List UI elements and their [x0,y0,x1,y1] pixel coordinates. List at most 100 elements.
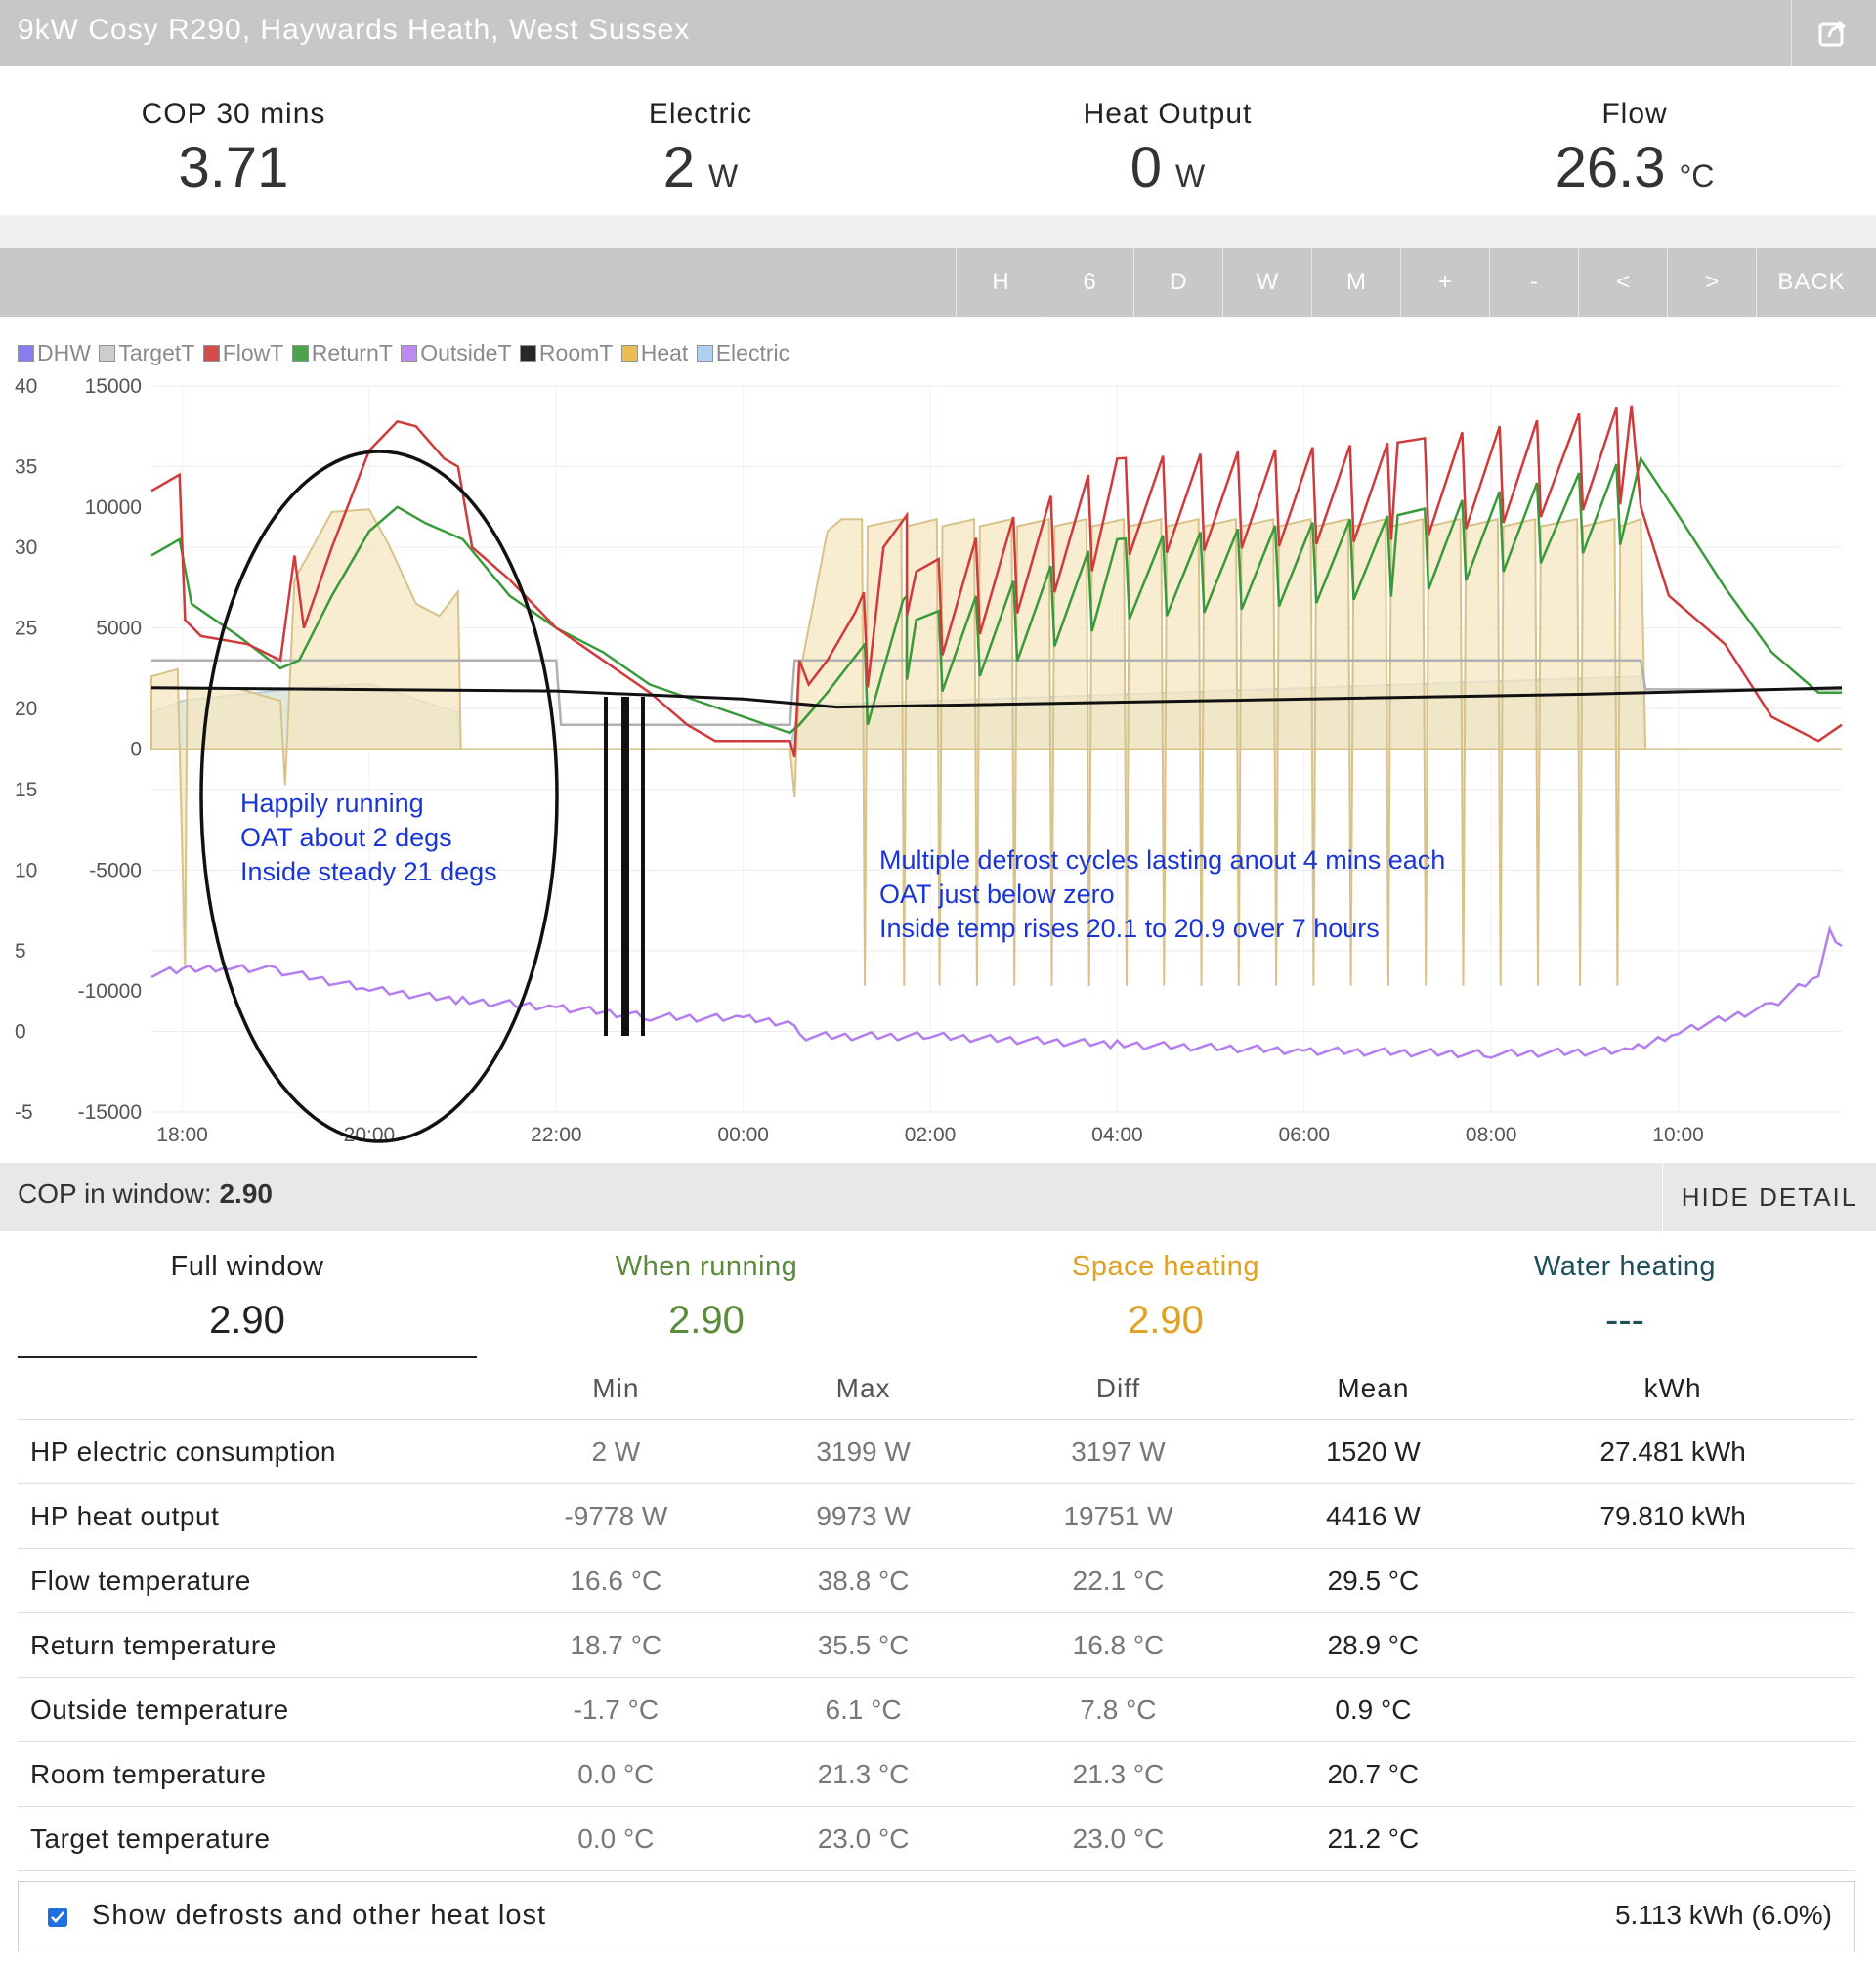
cop-window-text: COP in window: 2.90 [18,1179,273,1210]
x-tick-label: 00:00 [717,1124,769,1146]
stat-unit: W [708,158,739,193]
legend-swatch [519,345,536,362]
stat-label: COP 30 mins [141,98,326,130]
annotation-text: Inside steady 21 degs [240,857,497,886]
table-row: HP heat output -9778 W 9973 W 19751 W 44… [18,1483,1855,1549]
zoom-out-button[interactable]: - [1489,248,1578,317]
y-left-tick-label: 5 [15,940,26,963]
y-right-tick-label: 0 [130,739,142,761]
stat-unit: °C [1679,158,1715,193]
pan-right-button[interactable]: > [1667,248,1756,317]
legend-swatch [291,345,309,362]
cell-min: -1.7 °C [487,1677,746,1742]
cell-min: 2 W [487,1419,746,1484]
day-button[interactable]: D [1133,248,1222,317]
table-row: Outside temperature -1.7 °C 6.1 °C 7.8 °… [18,1677,1855,1742]
pan-left-button[interactable]: < [1578,248,1667,317]
cop-window-value: 2.90 [219,1179,273,1209]
row-label: Flow temperature [18,1548,487,1613]
month-button[interactable]: M [1311,248,1400,317]
legend-swatch [401,345,418,362]
legend-label: DHW [37,340,91,365]
legend-label: TargetT [118,340,195,365]
cell-diff: 22.1 °C [981,1548,1256,1613]
table-row: Room temperature 0.0 °C 21.3 °C 21.3 °C … [18,1741,1855,1807]
y-right-tick-label: 15000 [85,375,142,398]
share-button[interactable] [1791,0,1876,66]
legend-swatch [99,345,116,362]
room-temp-line [150,686,1843,709]
stat-unit: W [1175,158,1206,193]
page-title: 9kW Cosy R290, Haywards Heath, West Suss… [18,14,691,46]
chart-legend: DHW TargetT FlowT ReturnT OutsideT RoomT… [18,340,791,367]
y-left-tick-label: 10 [15,859,37,881]
legend-label: RoomT [538,340,614,365]
hour-button[interactable]: H [956,248,1045,317]
target-temp-line [151,659,1842,726]
legend-label: OutsideT [420,340,512,365]
stat-label: Flow [1601,98,1668,130]
row-label: Target temperature [18,1806,487,1871]
cell-max: 9973 W [745,1483,982,1549]
legend-swatch [620,345,638,362]
legend-label: ReturnT [311,340,393,365]
row-label: Room temperature [18,1741,487,1807]
time-series-chart[interactable]: 40 35 30 25 20 15 10 5 0 -5 15000 10000 5000 0 -5000 -1… [0,371,1876,1153]
cell-diff: 21.3 °C [981,1741,1256,1807]
column-header: Mean [1337,1373,1410,1403]
annotation-text: Happily running [240,789,424,818]
legend-item-heat[interactable]: Heat [620,340,689,366]
annotation-text: Multiple defrost cycles lasting anout 4 … [879,845,1445,875]
cell-mean: 20.7 °C [1255,1741,1492,1807]
stat-number: 0 [1130,136,1163,199]
annotation-text: Inside temp rises 20.1 to 20.9 over 7 ho… [879,914,1380,943]
tab-when-running[interactable]: When running 2.90 [477,1251,936,1356]
legend-label: Heat [640,340,689,365]
legend-item-outsidet[interactable]: OutsideT [401,340,512,366]
tab-label: Water heating [1534,1251,1716,1282]
zoom-in-button[interactable]: + [1400,248,1489,317]
y-right-tick-label: 10000 [85,496,142,519]
week-button[interactable]: W [1222,248,1311,317]
x-tick-label: 02:00 [905,1124,957,1146]
cell-min: 0.0 °C [487,1806,746,1871]
legend-label: Electric [715,340,790,365]
row-label: HP heat output [18,1483,487,1549]
hide-detail-button[interactable]: HIDE DETAIL [1662,1163,1876,1231]
cell-kwh: 27.481 kWh [1491,1419,1855,1484]
return-temp-line [150,455,1842,735]
stat-value: 3.71 [0,135,467,200]
legend-item-flowt[interactable]: FlowT [202,340,283,366]
tab-value: 2.90 [668,1299,745,1342]
table-row: Target temperature 0.0 °C 23.0 °C 23.0 °… [18,1806,1855,1871]
y-right-tick-label: -15000 [78,1101,142,1124]
defrost-checkbox[interactable] [48,1908,67,1927]
y-right-tick-label: 5000 [96,618,142,640]
tab-water-heating[interactable]: Water heating --- [1395,1251,1855,1356]
title-bar: 9kW Cosy R290, Haywards Heath, West Suss… [0,0,1876,66]
legend-item-electric[interactable]: Electric [696,340,790,366]
tab-label: Space heating [1072,1251,1259,1282]
y-left-tick-label: -5 [15,1101,33,1124]
legend-item-dhw[interactable]: DHW [18,340,91,366]
stat-label: Heat Output [1083,98,1253,130]
legend-item-targett[interactable]: TargetT [99,340,194,366]
legend-item-returnt[interactable]: ReturnT [291,340,393,366]
tab-full-window[interactable]: Full window 2.90 [18,1251,477,1358]
row-label: Outside temperature [18,1677,487,1742]
stat-flow: Flow 26.3 °C [1401,98,1868,200]
legend-item-roomt[interactable]: RoomT [519,340,614,366]
six-hour-button[interactable]: 6 [1045,248,1133,317]
tab-space-heating[interactable]: Space heating 2.90 [936,1251,1395,1356]
annotation-text: OAT just below zero [879,879,1115,909]
cell-max: 6.1 °C [745,1677,982,1742]
column-header: kWh [1643,1373,1702,1403]
y-left-tick-label: 40 [15,375,37,398]
cell-min: -9778 W [487,1483,746,1549]
x-tick-label: 10:00 [1652,1124,1704,1146]
cell-kwh [1491,1741,1855,1807]
legend-swatch [18,345,34,362]
back-button[interactable]: BACK [1756,248,1866,317]
